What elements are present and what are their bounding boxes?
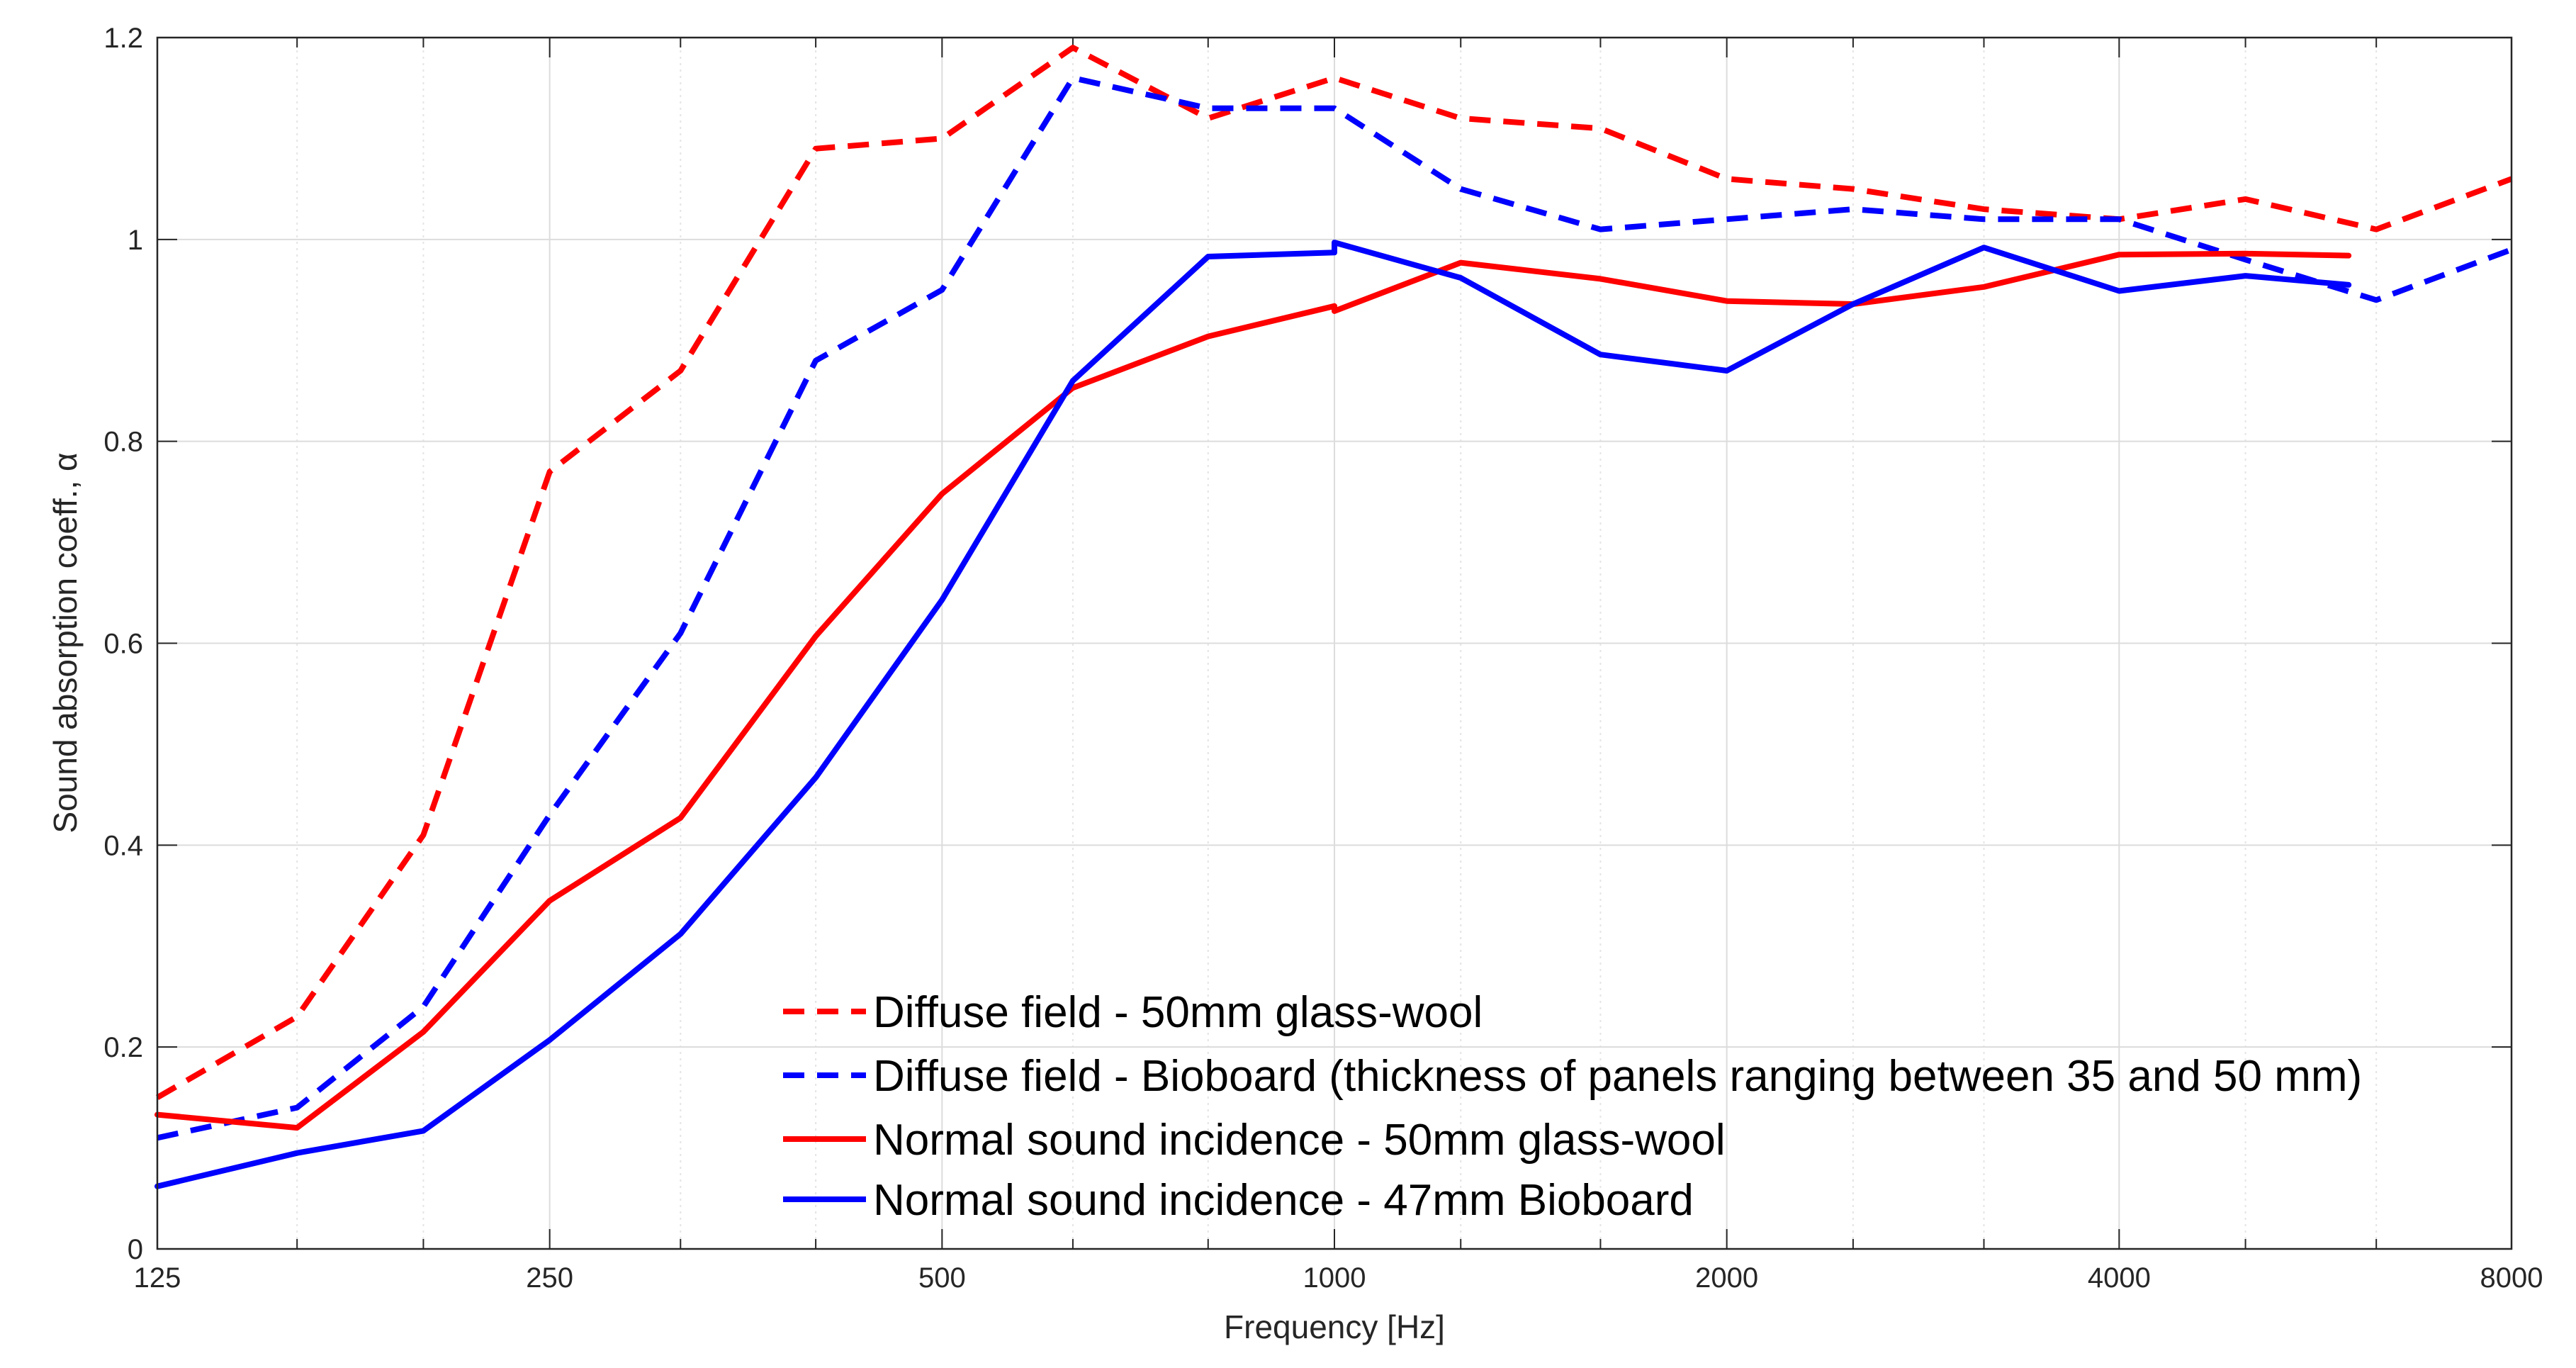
x-axis-label: Frequency [Hz]: [1224, 1308, 1445, 1345]
x-tick-label: 4000: [2088, 1262, 2151, 1294]
x-tick-label: 1000: [1303, 1262, 1366, 1294]
x-tick-label: 2000: [1695, 1262, 1758, 1294]
y-tick-label: 0.6: [103, 629, 143, 660]
y-tick-label: 0.2: [103, 1032, 143, 1063]
legend-label-1: Diffuse field - 50mm glass-wool: [873, 988, 1483, 1037]
y-tick-label: 0: [128, 1234, 143, 1265]
x-tick-label: 8000: [2480, 1262, 2543, 1294]
x-tick-label: 500: [918, 1262, 966, 1294]
series-line-3: [154, 250, 2352, 1131]
y-tick-label: 1.2: [103, 23, 143, 54]
legend-label-3: Normal sound incidence - 50mm glass-wool: [873, 1116, 1726, 1165]
y-tick-label: 0.4: [103, 830, 143, 861]
y-axis-label: Sound absorption coeff., α: [47, 452, 84, 833]
series-line-4: [154, 240, 2352, 1189]
y-tick-label: 0.8: [103, 427, 143, 458]
legend-label-4: Normal sound incidence - 47mm Bioboard: [873, 1176, 1694, 1225]
x-tick-label: 250: [526, 1262, 573, 1294]
legend-label-2: Diffuse field - Bioboard (thickness of p…: [873, 1052, 2362, 1101]
axes-frame: [156, 36, 2513, 1250]
series-line-2: [157, 75, 2513, 1141]
tick-label-layer: 125 250 500 1000 2000 4000 8000 0 0.2 0.4 0.6 0.8 1 1…: [103, 23, 2543, 1294]
x-tick-label: 125: [134, 1262, 181, 1294]
y-tick-label: 1: [128, 225, 143, 256]
legend: Diffuse field - 50mm glass-wool Diffuse f…: [783, 988, 2362, 1225]
series-layer: [154, 45, 2513, 1189]
